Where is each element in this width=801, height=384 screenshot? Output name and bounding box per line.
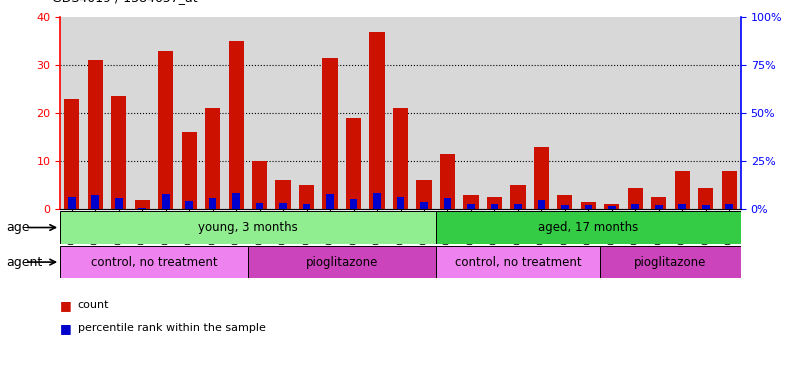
Bar [185,201,193,209]
Bar [533,147,549,209]
Bar [256,203,264,209]
Bar [722,171,737,209]
Bar [537,200,545,209]
Bar [280,203,287,209]
Bar [248,246,436,278]
Bar [487,197,502,209]
Bar [326,194,334,209]
Text: pioglitazone: pioglitazone [306,256,378,268]
Bar [232,193,240,209]
Bar [608,207,616,209]
Bar [68,197,75,209]
Bar [674,171,690,209]
Text: ■: ■ [60,322,72,335]
Bar [115,198,123,209]
Bar [467,205,475,209]
Bar [135,200,150,209]
Bar [514,204,521,209]
Bar [604,205,619,209]
Bar [436,246,600,278]
Bar [228,41,244,209]
Text: agent: agent [6,256,42,268]
Bar [436,211,741,244]
Bar [323,58,338,209]
Bar [209,198,216,209]
Bar [628,188,643,209]
Bar [205,109,220,209]
Bar [396,197,405,209]
Bar [655,205,662,209]
Bar [490,205,498,209]
Text: control, no treatment: control, no treatment [91,256,217,268]
Bar [350,199,357,209]
Bar [60,211,436,244]
Text: percentile rank within the sample: percentile rank within the sample [78,323,266,333]
Bar [510,185,525,209]
Bar [581,202,596,209]
Bar [463,195,478,209]
Text: age: age [6,221,30,234]
Bar [299,185,314,209]
Bar [60,246,248,278]
Bar [651,197,666,209]
Bar [276,180,291,209]
Text: young, 3 months: young, 3 months [198,221,298,234]
Bar [557,195,573,209]
Bar [252,161,268,209]
Bar [158,51,173,209]
Bar [87,61,103,209]
Text: count: count [78,300,109,310]
Bar [698,188,714,209]
Text: pioglitazone: pioglitazone [634,256,706,268]
Text: control, no treatment: control, no treatment [455,256,582,268]
Bar [64,99,79,209]
Bar [421,202,428,209]
Bar [585,205,592,209]
Bar [631,204,639,209]
Text: aged, 17 months: aged, 17 months [538,221,638,234]
Text: ■: ■ [60,299,72,312]
Bar [346,118,361,209]
Bar [678,204,686,209]
Bar [303,204,311,209]
Bar [561,205,569,209]
Bar [417,180,432,209]
Bar [726,204,733,209]
Bar [392,109,409,209]
Bar [444,198,451,209]
Bar [111,96,127,209]
Bar [91,195,99,209]
Bar [182,132,197,209]
Bar [369,32,384,209]
Bar [440,154,455,209]
Bar [702,205,710,209]
Bar [162,194,170,209]
Text: GDS4019 / 1384657_at: GDS4019 / 1384657_at [52,0,198,4]
Bar [600,246,741,278]
Bar [373,193,380,209]
